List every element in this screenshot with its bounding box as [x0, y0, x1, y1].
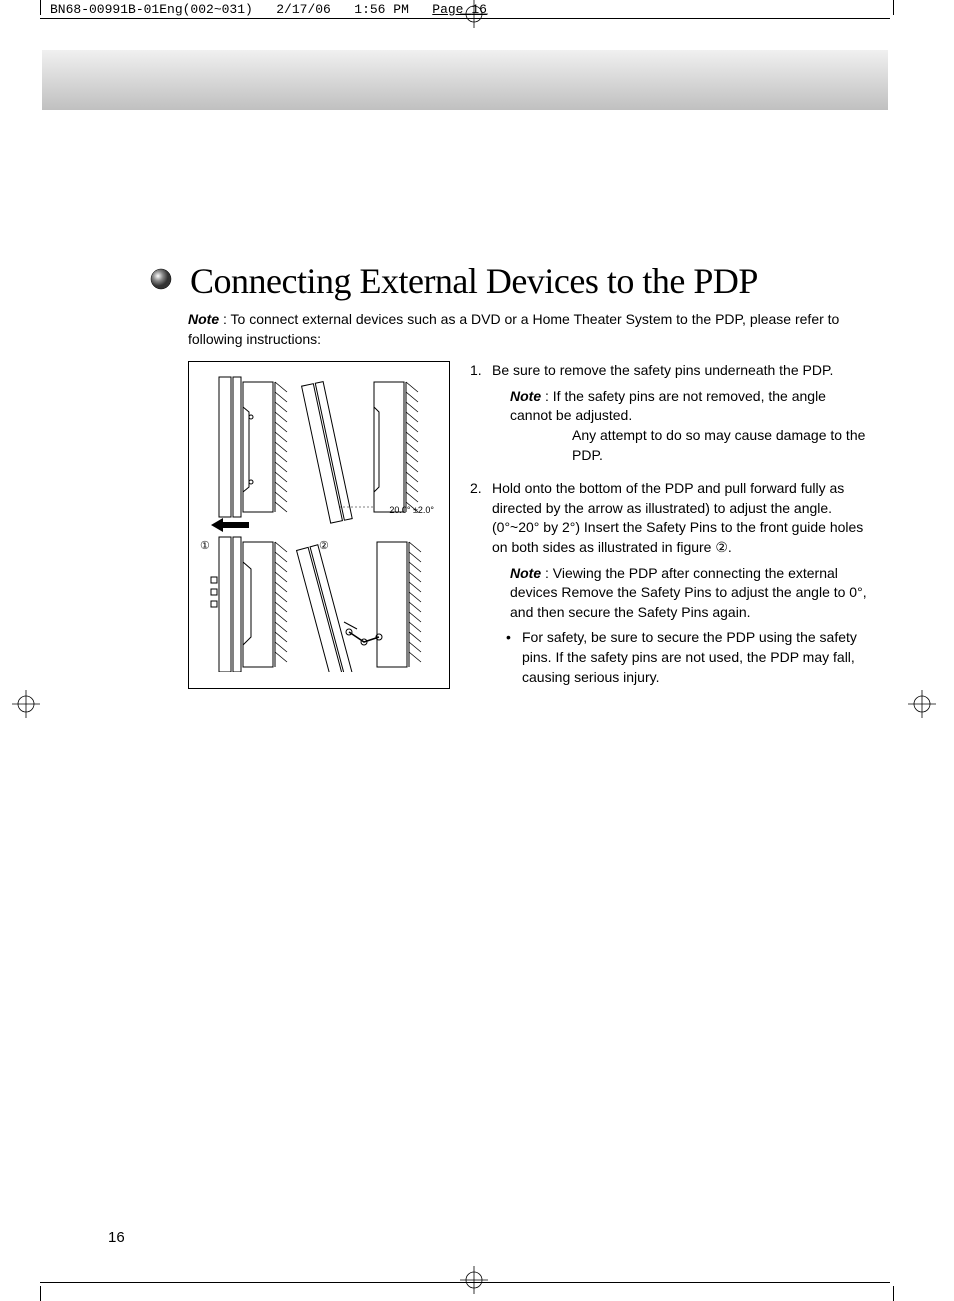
figure-label-1: ① — [200, 539, 210, 552]
figure-label-2: ② — [319, 539, 329, 552]
pdp-diagram-icon — [199, 372, 439, 672]
print-time: 1:56 PM — [354, 2, 409, 17]
step-1-text: Be sure to remove the safety pins undern… — [492, 362, 833, 378]
registration-mark-right-icon — [908, 690, 936, 723]
intro-note: Note : To connect external devices such … — [188, 310, 870, 349]
step-2-note-label: Note — [510, 565, 541, 581]
step-2: 2. Hold onto the bottom of the PDP and p… — [470, 479, 870, 687]
step-2-note: Note : Viewing the PDP after connecting … — [492, 564, 870, 623]
step-1-note-label: Note — [510, 388, 541, 404]
page-number: 16 — [108, 1229, 125, 1246]
registration-mark-left-icon — [12, 690, 40, 723]
intro-note-label: Note — [188, 311, 219, 327]
print-date: 2/17/06 — [276, 2, 331, 17]
doc-id: BN68-00991B-01Eng(002~031) — [50, 2, 253, 17]
step-1: 1. Be sure to remove the safety pins und… — [470, 361, 870, 465]
section-bullet-icon — [150, 268, 172, 295]
step-2-text: Hold onto the bottom of the PDP and pull… — [492, 480, 863, 555]
step-1-number: 1. — [470, 361, 482, 381]
step-2-note-text: : Viewing the PDP after connecting the e… — [510, 565, 867, 620]
intro-note-text: : To connect external devices such as a … — [188, 311, 839, 347]
safety-bullet: For safety, be sure to secure the PDP us… — [492, 628, 870, 687]
main-content: Connecting External Devices to the PDP N… — [150, 260, 870, 701]
header-gradient-band — [42, 50, 888, 110]
step-2-number: 2. — [470, 479, 482, 499]
main-columns: 20.0° ±2.0° ① ② 1. Be sure to remove the… — [150, 361, 870, 701]
step-1-note-text: : If the safety pins are not removed, th… — [510, 388, 826, 424]
angle-label: 20.0° ±2.0° — [389, 505, 434, 515]
step-1-note: Note : If the safety pins are not remove… — [492, 387, 870, 465]
section-title-row: Connecting External Devices to the PDP — [150, 260, 870, 302]
section-title: Connecting External Devices to the PDP — [190, 260, 758, 302]
instructions-column: 1. Be sure to remove the safety pins und… — [470, 361, 870, 701]
safety-bullet-text: For safety, be sure to secure the PDP us… — [522, 629, 857, 684]
step-1-note-rest: Any attempt to do so may cause damage to… — [510, 426, 870, 465]
registration-mark-bottom-icon — [460, 1266, 488, 1299]
page-label: Page — [432, 2, 463, 17]
print-header: BN68-00991B-01Eng(002~031) 2/17/06 1:56 … — [50, 2, 487, 17]
registration-mark-top-icon — [460, 0, 488, 33]
diagram-box: 20.0° ±2.0° ① ② — [188, 361, 450, 689]
